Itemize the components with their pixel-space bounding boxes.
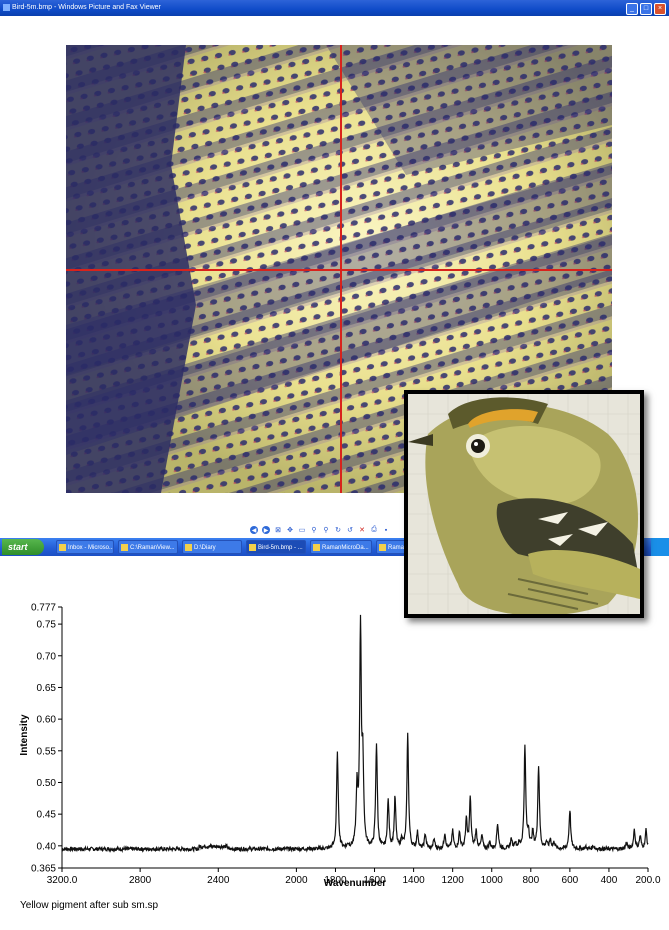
- window-title: Bird-5m.bmp - Windows Picture and Fax Vi…: [12, 4, 161, 11]
- y-tick-label: 0.40: [37, 841, 57, 852]
- y-tick-label: 0.777: [31, 603, 56, 614]
- y-tick-label: 0.55: [37, 746, 57, 757]
- actual-size-icon[interactable]: ✥: [287, 527, 293, 534]
- x-tick-label: 2800: [129, 875, 152, 886]
- x-axis-ticks: 3200.0 2800 2400 2000 1800 1600 1400 1200 1000 80…: [47, 868, 661, 886]
- taskbar-item-ramanview[interactable]: C:\RamanView...: [118, 540, 178, 554]
- taskbar-item-ramanmicro[interactable]: RamanMicroDa...: [310, 540, 372, 554]
- y-tick-label: 0.365: [31, 864, 56, 875]
- system-tray: [651, 538, 669, 556]
- x-tick-label: 400: [601, 875, 618, 886]
- viewer-toolbar: ◀ ▶ ⊠ ✥ ▭ ⚲ ⚲ ↻ ↺ ✕ ⎙ ▪: [250, 526, 390, 534]
- delete-icon[interactable]: ✕: [359, 527, 365, 534]
- x-tick-label: 200.0: [635, 875, 660, 886]
- y-axis-ticks: 0.777 0.75 0.70 0.65 0.60 0.55 0.50 0.45 0.40 0.3…: [31, 603, 62, 875]
- x-tick-label: 1400: [402, 875, 425, 886]
- print-icon[interactable]: ⎙: [371, 526, 377, 533]
- y-tick-label: 0.60: [37, 715, 57, 726]
- x-tick-label: 1600: [363, 875, 386, 886]
- zoom-out-icon[interactable]: ⚲: [323, 527, 329, 534]
- start-button[interactable]: start: [2, 539, 44, 555]
- zoom-in-icon[interactable]: ⚲: [311, 527, 317, 534]
- rotate-cw-icon[interactable]: ↻: [335, 527, 341, 534]
- fiber-micrograph: [66, 45, 612, 493]
- window-controls: _ □ ×: [626, 3, 666, 15]
- y-axis-label: Intensity: [19, 714, 30, 756]
- bird-illustration: [408, 394, 640, 614]
- x-tick-label: 600: [562, 875, 579, 886]
- y-tick-label: 0.75: [37, 620, 57, 631]
- slideshow-icon[interactable]: ▭: [298, 527, 306, 534]
- chart-caption: Yellow pigment after sub sm.sp: [20, 900, 159, 911]
- bird-inset-picture: [404, 390, 644, 618]
- app-icon: [3, 3, 10, 11]
- y-tick-label: 0.70: [37, 651, 57, 662]
- save-icon[interactable]: ▪: [384, 526, 388, 534]
- previous-icon[interactable]: ◀: [250, 526, 258, 534]
- spectrum-line: [61, 614, 649, 854]
- raman-spectrum-chart: 0.777 0.75 0.70 0.65 0.60 0.55 0.50 0.45 0.40 0.3…: [19, 603, 661, 890]
- crosshair-horizontal: [66, 269, 612, 271]
- x-tick-label: 2400: [207, 875, 230, 886]
- minimize-icon[interactable]: _: [626, 3, 638, 15]
- next-icon[interactable]: ▶: [262, 526, 270, 534]
- x-tick-label: 2000: [285, 875, 308, 886]
- x-tick-label: 1800: [324, 875, 347, 886]
- y-tick-label: 0.45: [37, 810, 57, 821]
- y-tick-label: 0.65: [37, 683, 57, 694]
- x-tick-label: 3200.0: [47, 875, 78, 886]
- x-tick-label: 1200: [442, 875, 465, 886]
- x-tick-label: 800: [522, 875, 539, 886]
- y-tick-label: 0.50: [37, 778, 57, 789]
- taskbar-item-raman[interactable]: Raman: [376, 540, 406, 554]
- best-fit-icon[interactable]: ⊠: [275, 527, 281, 534]
- x-axis-label: Wavenumber: [324, 878, 387, 889]
- taskbar-item-diary[interactable]: D:\Diary: [182, 540, 242, 554]
- rotate-ccw-icon[interactable]: ↺: [347, 527, 353, 534]
- taskbar-item-bird-bmp[interactable]: Bird-5m.bmp - ...: [246, 540, 306, 554]
- picture-viewer: ◀ ▶ ⊠ ✥ ▭ ⚲ ⚲ ↻ ↺ ✕ ⎙ ▪: [0, 16, 669, 538]
- x-tick-label: 1000: [481, 875, 504, 886]
- taskbar-item-inbox[interactable]: Inbox - Microso...: [56, 540, 114, 554]
- window-title-bar: Bird-5m.bmp - Windows Picture and Fax Vi…: [0, 0, 669, 16]
- close-icon[interactable]: ×: [654, 3, 666, 15]
- maximize-icon[interactable]: □: [640, 3, 652, 15]
